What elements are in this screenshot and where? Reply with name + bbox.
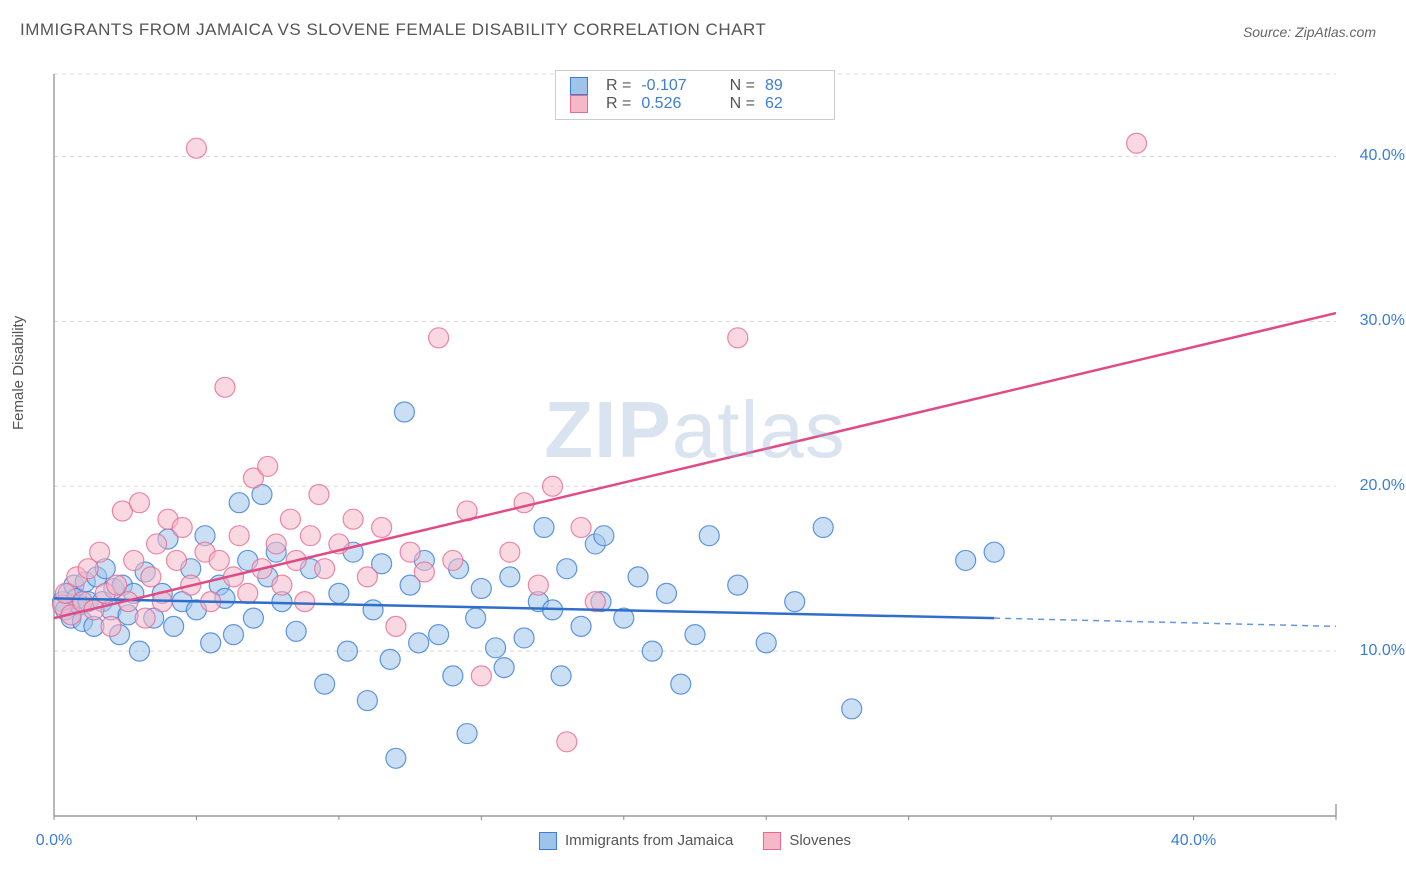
y-tick-label: 10.0% [1360,642,1405,660]
chart-svg [50,70,1340,820]
y-axis-label: Female Disability [10,316,27,430]
legend-swatch [570,95,588,113]
source-attribution: Source: ZipAtlas.com [1243,24,1376,40]
x-tick-label: 0.0% [36,832,72,850]
legend-label: Immigrants from Jamaica [565,832,733,849]
y-tick-label: 20.0% [1360,477,1405,495]
series-legend: Immigrants from Jamaica Slovenes [539,832,851,850]
n-value: 89 [765,77,820,95]
r-value: 0.526 [641,95,696,113]
x-tick-label: 40.0% [1171,832,1216,850]
legend-item: Slovenes [763,832,851,850]
y-tick-label: 40.0% [1360,147,1405,165]
legend-swatch [539,832,557,850]
correlation-row: R = 0.526 N = 62 [570,95,820,113]
chart-plot-area: ZIPatlas R = -0.107 N = 89R = 0.526 N = … [50,70,1340,820]
n-value: 62 [765,95,820,113]
legend-label: Slovenes [789,832,851,849]
correlation-row: R = -0.107 N = 89 [570,77,820,95]
r-value: -0.107 [641,77,696,95]
chart-title: IMMIGRANTS FROM JAMAICA VS SLOVENE FEMAL… [20,20,766,40]
legend-swatch [763,832,781,850]
legend-swatch [570,77,588,95]
legend-item: Immigrants from Jamaica [539,832,733,850]
correlation-legend: R = -0.107 N = 89R = 0.526 N = 62 [555,70,835,120]
y-tick-label: 30.0% [1360,312,1405,330]
